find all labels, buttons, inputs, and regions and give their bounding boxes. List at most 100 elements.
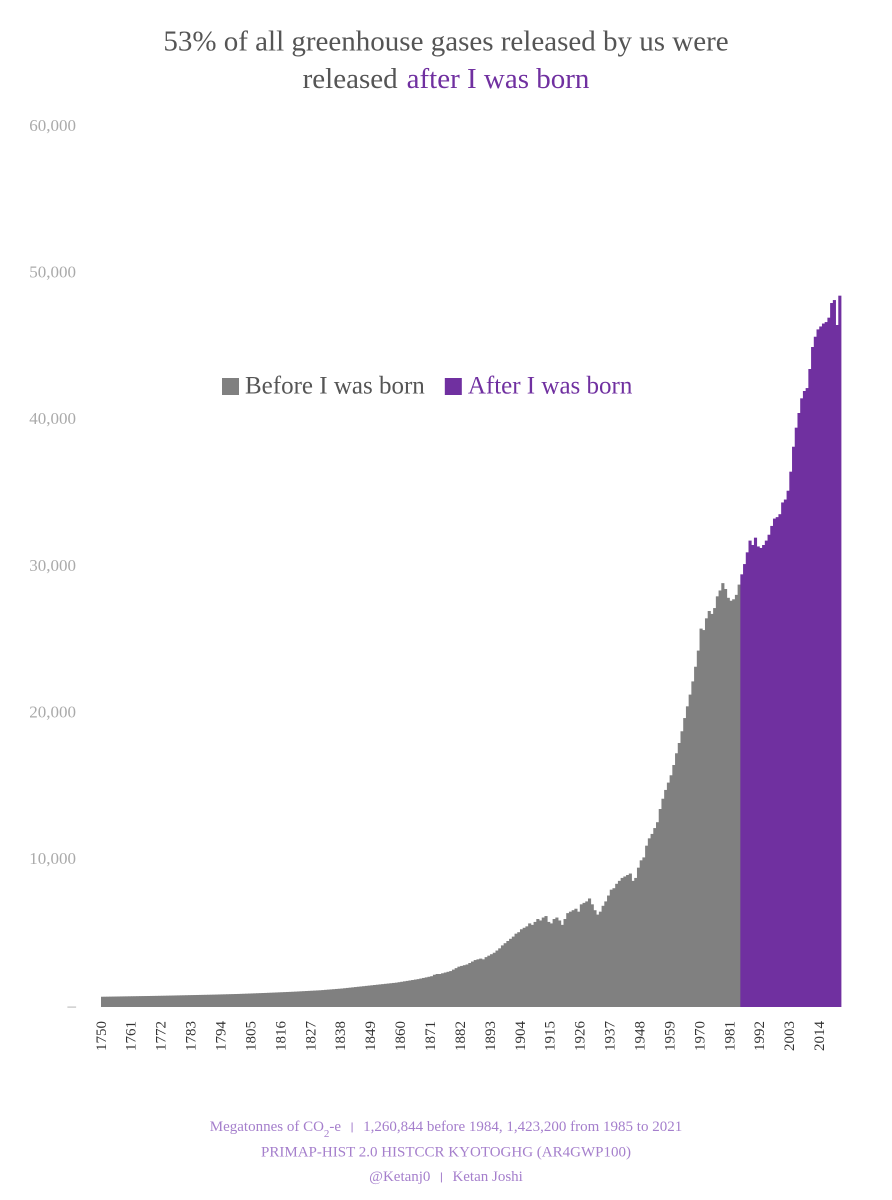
- bar: [617, 880, 622, 1007]
- bar: [800, 398, 804, 1007]
- footnote-handle: @Ketanj0: [369, 1169, 430, 1185]
- bar: [702, 630, 706, 1007]
- bar: [555, 917, 559, 1007]
- bar: [503, 943, 507, 1007]
- x-tick-label: 1926: [573, 1021, 589, 1052]
- bar: [130, 996, 135, 1007]
- chart-title: released after I was born: [303, 63, 590, 95]
- footnote-unit: Megatonnes of CO: [210, 1119, 324, 1135]
- bar: [582, 902, 586, 1007]
- bar: [356, 986, 360, 1007]
- bar: [802, 391, 807, 1007]
- bar: [286, 991, 290, 1007]
- bar: [781, 502, 785, 1007]
- x-tick-label: 1860: [393, 1021, 409, 1051]
- legend-swatch: [444, 378, 462, 395]
- bar: [729, 600, 733, 1007]
- bar: [209, 994, 213, 1007]
- bar: [519, 929, 524, 1007]
- x-tick-label: 1794: [214, 1021, 230, 1052]
- bar: [359, 986, 363, 1007]
- bar: [402, 981, 407, 1007]
- bar: [500, 945, 505, 1007]
- legend-swatch: [222, 378, 239, 395]
- bar: [354, 987, 358, 1007]
- bar: [302, 991, 306, 1007]
- bar: [422, 977, 426, 1007]
- bar: [514, 933, 518, 1007]
- legend-label: Before I was born: [245, 373, 425, 400]
- bar: [498, 948, 502, 1007]
- bar: [612, 888, 616, 1007]
- bar: [460, 965, 464, 1007]
- bar: [479, 958, 483, 1007]
- bar: [707, 611, 711, 1007]
- bar: [158, 995, 162, 1007]
- bar: [449, 971, 453, 1007]
- bar: [220, 994, 224, 1007]
- bar: [318, 990, 322, 1007]
- bar: [563, 919, 567, 1007]
- bar: [506, 941, 510, 1007]
- bar: [715, 596, 719, 1007]
- x-tick-label: 1970: [692, 1021, 708, 1051]
- bar: [492, 952, 496, 1007]
- bar: [593, 910, 597, 1007]
- bar: [250, 993, 254, 1007]
- bar: [408, 980, 412, 1007]
- bar: [473, 960, 477, 1007]
- y-tick-label: 50,000: [29, 263, 76, 282]
- bar: [446, 971, 450, 1007]
- bar: [484, 957, 488, 1007]
- bar: [405, 980, 409, 1007]
- bar: [487, 955, 491, 1007]
- bar: [324, 989, 328, 1007]
- bar: [223, 994, 227, 1007]
- bar: [272, 992, 276, 1007]
- bar: [378, 984, 382, 1007]
- bar: [609, 889, 613, 1007]
- y-tick-label: 40,000: [29, 409, 76, 428]
- bar: [724, 589, 728, 1007]
- bar: [411, 980, 415, 1007]
- bar: [642, 857, 646, 1007]
- footnote: Megatonnes of CO2-e 1,260,844 before 1984…: [210, 1119, 682, 1139]
- bar: [383, 983, 388, 1007]
- bar: [830, 303, 834, 1007]
- x-tick-label: 1838: [333, 1021, 349, 1051]
- bar: [247, 993, 252, 1007]
- bar: [568, 911, 573, 1007]
- bar: [343, 988, 347, 1007]
- bar: [419, 978, 423, 1007]
- x-tick-label: 2014: [812, 1021, 828, 1052]
- bar: [772, 518, 777, 1007]
- bar: [207, 994, 211, 1007]
- bar: [585, 901, 589, 1007]
- bar: [348, 987, 352, 1007]
- bar: [471, 961, 475, 1007]
- x-tick-label: 1904: [513, 1021, 529, 1052]
- bar: [315, 990, 320, 1007]
- bar: [288, 991, 292, 1007]
- bar: [185, 995, 189, 1007]
- footnote-totals: 1,260,844 before 1984, 1,423,200 from 19…: [363, 1119, 682, 1135]
- bar: [432, 974, 437, 1007]
- bar: [748, 540, 752, 1007]
- bar: [101, 996, 105, 1007]
- bar: [656, 822, 660, 1007]
- bar: [775, 517, 779, 1007]
- bar: [351, 987, 355, 1007]
- bar: [813, 336, 817, 1007]
- x-tick-label: 1761: [124, 1021, 140, 1051]
- bar: [821, 323, 826, 1007]
- bar: [511, 936, 515, 1007]
- bar: [661, 798, 665, 1007]
- bar: [332, 989, 336, 1007]
- bar: [264, 992, 268, 1007]
- x-tick-label: 2003: [782, 1021, 798, 1051]
- bar: [623, 876, 627, 1007]
- bar: [756, 546, 760, 1007]
- bar: [628, 873, 632, 1007]
- bar: [753, 537, 758, 1007]
- bar: [650, 833, 654, 1007]
